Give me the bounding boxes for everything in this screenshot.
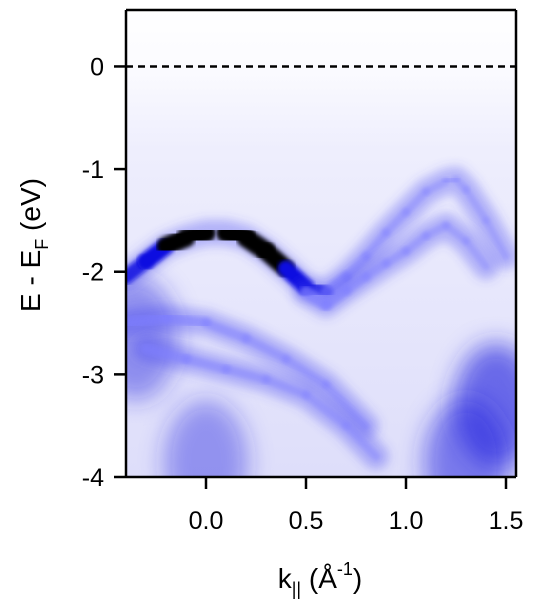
y-tick-label: -4 (82, 464, 104, 492)
plot-area (126, 10, 516, 477)
x-tick-label: 1.5 (489, 507, 524, 535)
deep-band (133, 335, 389, 470)
axis-frame (124, 8, 518, 479)
spot-gamma-low (164, 399, 248, 477)
y-axis-ticks: 0 -1 -2 -3 -4 (82, 53, 126, 492)
x-tick-label: 0.0 (189, 507, 224, 535)
spot-right-bottom (424, 399, 508, 477)
intensity-map (126, 166, 516, 477)
second-band (293, 212, 499, 318)
y-tick-label: -3 (82, 361, 104, 389)
y-tick-label: -2 (82, 259, 104, 287)
spot-gamma-high (126, 276, 178, 401)
lower-band (126, 304, 379, 439)
x-tick-label: 1.0 (389, 507, 424, 535)
x-axis-label: k|| (Å-1) (278, 559, 362, 599)
x-tick-label: 0.5 (289, 507, 324, 535)
y-axis-label: E - EF (eV) (15, 178, 52, 312)
x-axis-ticks: 0.0 0.5 1.0 1.5 (189, 477, 524, 535)
y-tick-label: 0 (90, 53, 104, 81)
y-tick-label: -1 (82, 156, 104, 184)
